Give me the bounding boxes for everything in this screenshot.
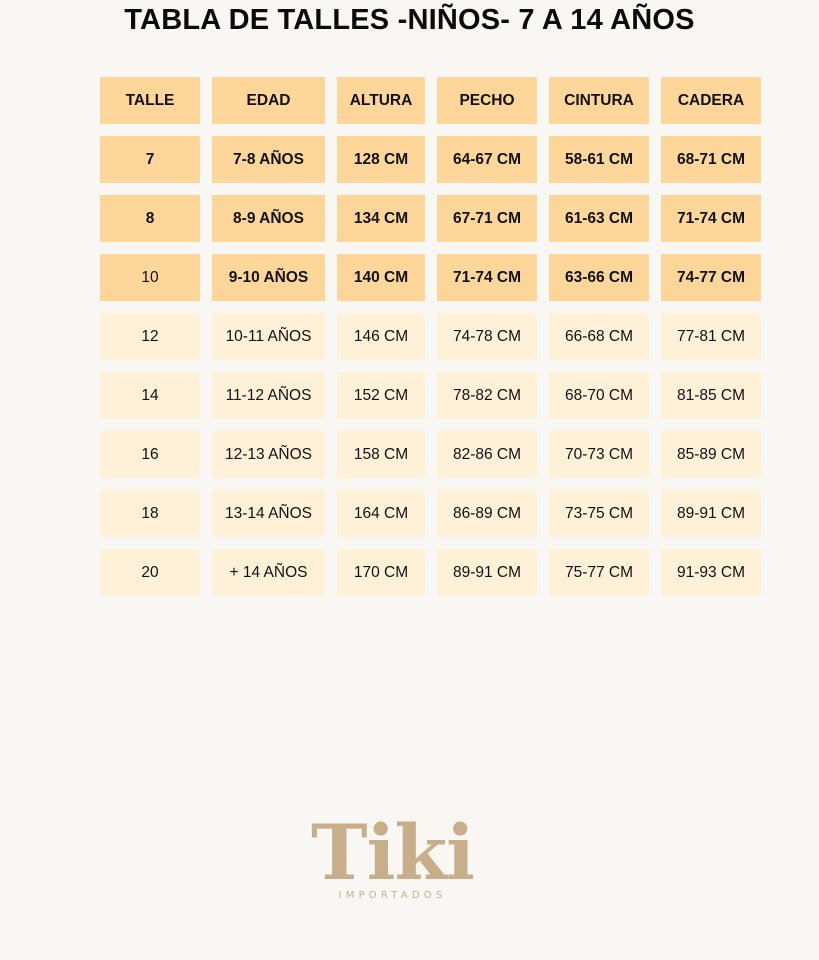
table-cell: 74-78 CM (437, 313, 537, 360)
table-cell: 146 CM (337, 313, 425, 360)
table-cell: 77-81 CM (661, 313, 761, 360)
table-cell: 64-67 CM (437, 136, 537, 183)
table-cell: 128 CM (337, 136, 425, 183)
table-cell: 7 (100, 136, 200, 183)
table-cell: 73-75 CM (549, 490, 649, 537)
table-cell: 7-8 AÑOS (212, 136, 325, 183)
table-cell: + 14 AÑOS (212, 549, 325, 596)
table-cell: 18 (100, 490, 200, 537)
table-cell: 68-70 CM (549, 372, 649, 419)
size-table: TALLE EDAD ALTURA PECHO CINTURA CADERA 7 7-8 AÑ… (100, 77, 761, 596)
table-cell: 14 (100, 372, 200, 419)
table-cell: 68-71 CM (661, 136, 761, 183)
table-cell: 71-74 CM (661, 195, 761, 242)
table-cell: 82-86 CM (437, 431, 537, 478)
table-cell: 8-9 AÑOS (212, 195, 325, 242)
table-cell: 67-71 CM (437, 195, 537, 242)
table-cell: 78-82 CM (437, 372, 537, 419)
table-cell: 74-77 CM (661, 254, 761, 301)
logo-subtitle: IMPORTADOS (338, 890, 447, 901)
table-cell: 8 (100, 195, 200, 242)
table-cell: 81-85 CM (661, 372, 761, 419)
table-cell: 16 (100, 431, 200, 478)
table-cell: 61-63 CM (549, 195, 649, 242)
table-cell: 158 CM (337, 431, 425, 478)
table-cell: 10-11 AÑOS (212, 313, 325, 360)
table-cell: 164 CM (337, 490, 425, 537)
table-cell: 58-61 CM (549, 136, 649, 183)
table-cell: 63-66 CM (549, 254, 649, 301)
header-cell: EDAD (212, 77, 325, 124)
table-cell: 12-13 AÑOS (212, 431, 325, 478)
table-cell: 71-74 CM (437, 254, 537, 301)
table-cell: 140 CM (337, 254, 425, 301)
header-cell: CADERA (661, 77, 761, 124)
table-cell: 152 CM (337, 372, 425, 419)
header-cell: CINTURA (549, 77, 649, 124)
table-cell: 134 CM (337, 195, 425, 242)
table-cell: 11-12 AÑOS (212, 372, 325, 419)
logo-wordmark: Tiki (311, 808, 475, 897)
brand-logo: Tiki IMPORTADOS (300, 810, 485, 910)
table-cell: 70-73 CM (549, 431, 649, 478)
table-cell: 75-77 CM (549, 549, 649, 596)
table-cell: 89-91 CM (437, 549, 537, 596)
header-cell: TALLE (100, 77, 200, 124)
table-cell: 9-10 AÑOS (212, 254, 325, 301)
table-cell: 89-91 CM (661, 490, 761, 537)
table-cell: 91-93 CM (661, 549, 761, 596)
header-cell: ALTURA (337, 77, 425, 124)
table-cell: 170 CM (337, 549, 425, 596)
table-cell: 12 (100, 313, 200, 360)
page-title: TABLA DE TALLES -NIÑOS- 7 A 14 AÑOS (124, 4, 695, 36)
header-cell: PECHO (437, 77, 537, 124)
table-cell: 86-89 CM (437, 490, 537, 537)
table-cell: 20 (100, 549, 200, 596)
table-cell: 66-68 CM (549, 313, 649, 360)
table-cell: 85-89 CM (661, 431, 761, 478)
table-cell: 10 (100, 254, 200, 301)
table-cell: 13-14 AÑOS (212, 490, 325, 537)
